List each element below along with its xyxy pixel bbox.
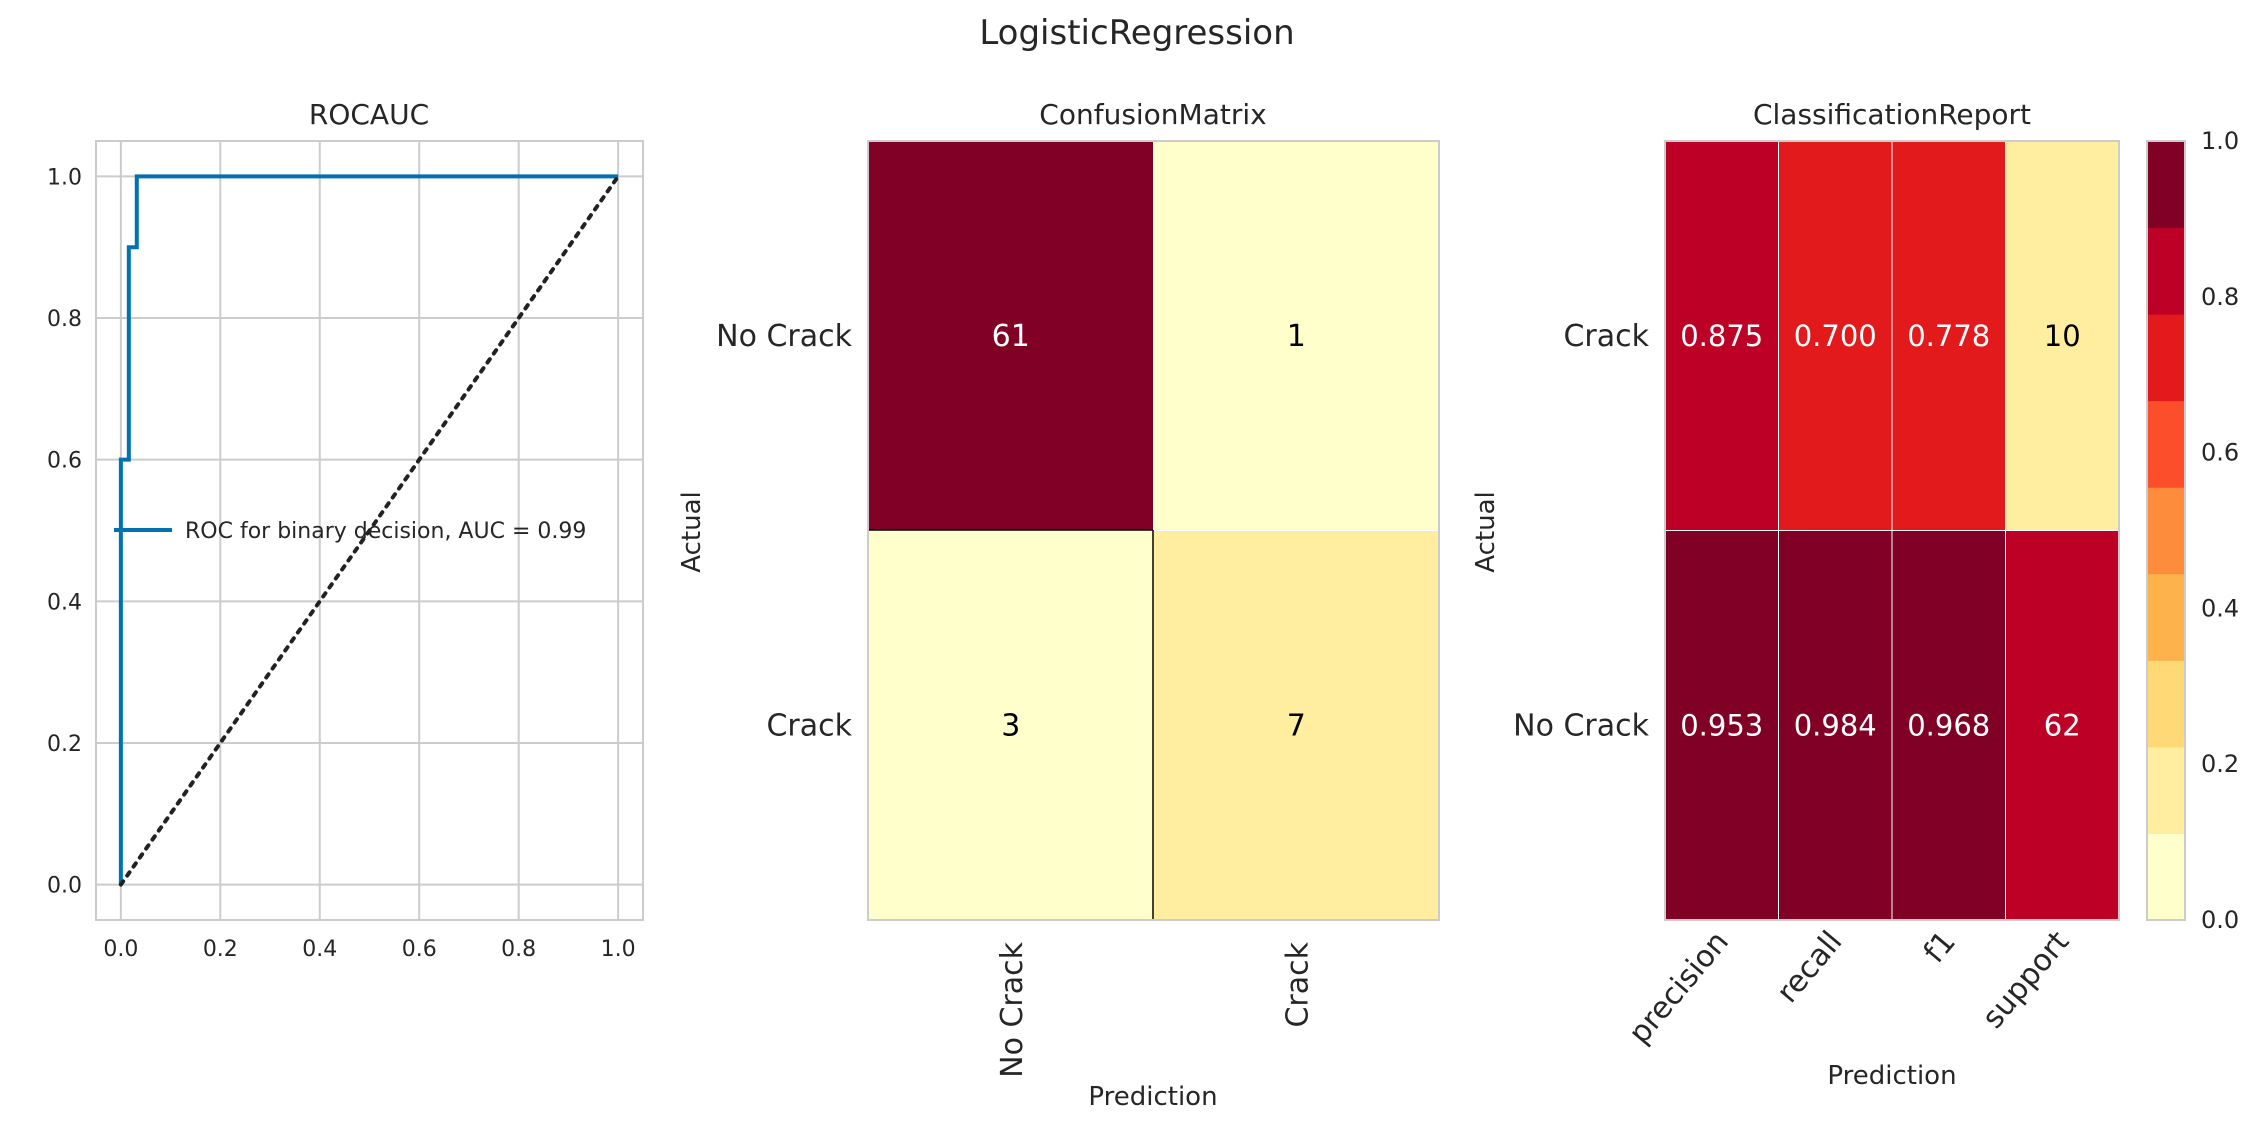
classification-report-cell bbox=[1664, 530, 1779, 921]
roc-x-tick-label: 0.4 bbox=[302, 937, 337, 962]
colorbar: 0.0 0.2 0.4 0.6 0.8 1.0 bbox=[2146, 127, 2239, 934]
confusion-matrix-y-tick-label: Crack bbox=[766, 708, 852, 743]
roc-x-tick-label: 0.6 bbox=[402, 937, 437, 962]
classification-report-cell-value: 10 bbox=[2044, 319, 2081, 353]
roc-curve-chart: 0.0 0.2 0.4 0.6 0.8 1.0 0.0 0.2 0.4 0.6 0.8 1.0 ROC… bbox=[47, 98, 644, 962]
confusion-matrix-cell-value: 61 bbox=[992, 319, 1030, 354]
classification-report-cell bbox=[1891, 140, 2006, 531]
classification-report-cells: 0.875 0.700 0.778 10 0.953 0.984 0.968 62 bbox=[1664, 140, 2120, 921]
confusion-matrix-cell bbox=[1153, 530, 1440, 921]
roc-legend-label: ROC for binary decision, AUC = 0.99 bbox=[185, 519, 586, 544]
classification-report-x-tick-label: precision bbox=[1622, 925, 1736, 1051]
roc-x-tick-label: 0.2 bbox=[203, 937, 238, 962]
colorbar-frame bbox=[2146, 140, 2186, 921]
confusion-matrix-cells: 61 1 3 7 bbox=[867, 140, 1440, 921]
colorbar-band bbox=[2147, 833, 2185, 921]
roc-x-tick-label: 1.0 bbox=[601, 937, 636, 962]
confusion-matrix-cell-value: 3 bbox=[1001, 708, 1020, 743]
classification-report-x-tick-label: recall bbox=[1770, 925, 1849, 1010]
classification-report-cell bbox=[1778, 140, 1893, 531]
classification-report-cell bbox=[1664, 140, 1779, 531]
classification-report-cell bbox=[2005, 140, 2120, 531]
roc-chance-line bbox=[118, 174, 621, 887]
confusion-matrix-cell bbox=[1153, 140, 1440, 531]
roc-x-tick-label: 0.0 bbox=[103, 937, 138, 962]
classification-report-cell bbox=[1778, 530, 1893, 921]
confusion-matrix-cell bbox=[867, 140, 1154, 531]
colorbar-tick-labels: 0.0 0.2 0.4 0.6 0.8 1.0 bbox=[2201, 127, 2239, 934]
classification-report-cell-value: 62 bbox=[2044, 708, 2081, 742]
colorbar-band bbox=[2147, 573, 2185, 661]
colorbar-band bbox=[2147, 487, 2185, 575]
confusion-matrix-x-tick-label: Crack bbox=[1280, 941, 1315, 1027]
confusion-matrix-xlabel: Prediction bbox=[1088, 1082, 1217, 1112]
confusion-matrix-y-tick-label: No Crack bbox=[716, 319, 852, 354]
roc-tick-labels: 0.0 0.2 0.4 0.6 0.8 1.0 0.0 0.2 0.4 0.6 0.8 1.0 bbox=[47, 165, 636, 962]
colorbar-tick-label: 0.0 bbox=[2201, 906, 2239, 934]
classification-report-cell-value: 0.875 bbox=[1680, 319, 1763, 353]
classification-report-x-tick-label: support bbox=[1976, 924, 2077, 1035]
confusion-matrix-chart: 61 1 3 7 No Crack Crack No Crack Crack Confusi… bbox=[677, 98, 1440, 1112]
classification-report-cell-value: 0.778 bbox=[1907, 319, 1990, 353]
classification-report-frame bbox=[1664, 140, 2120, 921]
roc-y-tick-label: 0.4 bbox=[47, 590, 82, 615]
confusion-matrix-cell bbox=[867, 530, 1154, 921]
colorbar-tick-label: 0.8 bbox=[2201, 283, 2239, 311]
classification-report-y-tick-label: Crack bbox=[1563, 319, 1649, 354]
confusion-matrix-cell-value: 1 bbox=[1287, 319, 1306, 354]
colorbar-bands bbox=[2147, 141, 2185, 921]
confusion-matrix-cell-value: 7 bbox=[1287, 708, 1306, 743]
colorbar-tick-label: 0.2 bbox=[2201, 750, 2239, 778]
colorbar-band bbox=[2147, 660, 2185, 748]
classification-report-x-tick-label: f1 bbox=[1917, 925, 1963, 970]
colorbar-tick-label: 1.0 bbox=[2201, 127, 2239, 155]
confusion-matrix-x-tick-label: No Crack bbox=[995, 941, 1030, 1077]
roc-x-tick-label: 0.8 bbox=[501, 937, 536, 962]
classification-report-cell bbox=[2005, 530, 2120, 921]
classification-report-xlabel: Prediction bbox=[1827, 1061, 1956, 1091]
colorbar-band bbox=[2147, 400, 2185, 488]
figure-title: LogisticRegression bbox=[979, 13, 1294, 53]
classification-report-cell-value: 0.968 bbox=[1907, 708, 1990, 742]
roc-legend: ROC for binary decision, AUC = 0.99 bbox=[114, 519, 586, 544]
roc-lines bbox=[118, 174, 621, 887]
roc-y-tick-label: 0.8 bbox=[47, 307, 82, 332]
roc-curve-line bbox=[118, 174, 619, 885]
classification-report-chart: 0.875 0.700 0.778 10 0.953 0.984 0.968 62 Crack… bbox=[1471, 98, 2120, 1091]
confusion-matrix-frame bbox=[867, 140, 1440, 921]
roc-y-tick-label: 1.0 bbox=[47, 165, 82, 190]
confusion-matrix-labels: No Crack Crack No Crack Crack bbox=[716, 319, 1315, 1078]
colorbar-band bbox=[2147, 746, 2185, 834]
roc-y-tick-label: 0.6 bbox=[47, 449, 82, 474]
roc-y-tick-label: 0.2 bbox=[47, 732, 82, 757]
classification-report-title: ClassificationReport bbox=[1753, 98, 2031, 131]
colorbar-band bbox=[2147, 314, 2185, 402]
roc-y-tick-label: 0.0 bbox=[47, 874, 82, 899]
roc-title: ROCAUC bbox=[309, 98, 429, 131]
classification-report-cell bbox=[1891, 530, 2006, 921]
classification-report-cell-value: 0.953 bbox=[1680, 708, 1763, 742]
confusion-matrix-ylabel: Actual bbox=[677, 491, 707, 572]
colorbar-band bbox=[2147, 227, 2185, 315]
colorbar-band bbox=[2147, 141, 2185, 229]
classification-report-cell-value: 0.700 bbox=[1794, 319, 1877, 353]
classification-report-y-tick-label: No Crack bbox=[1513, 708, 1649, 743]
colorbar-tick-label: 0.4 bbox=[2201, 594, 2239, 622]
classification-report-cell-value: 0.984 bbox=[1794, 708, 1877, 742]
classification-report-ylabel: Actual bbox=[1471, 491, 1501, 572]
colorbar-tick-label: 0.6 bbox=[2201, 439, 2239, 467]
confusion-matrix-title: ConfusionMatrix bbox=[1039, 98, 1266, 131]
